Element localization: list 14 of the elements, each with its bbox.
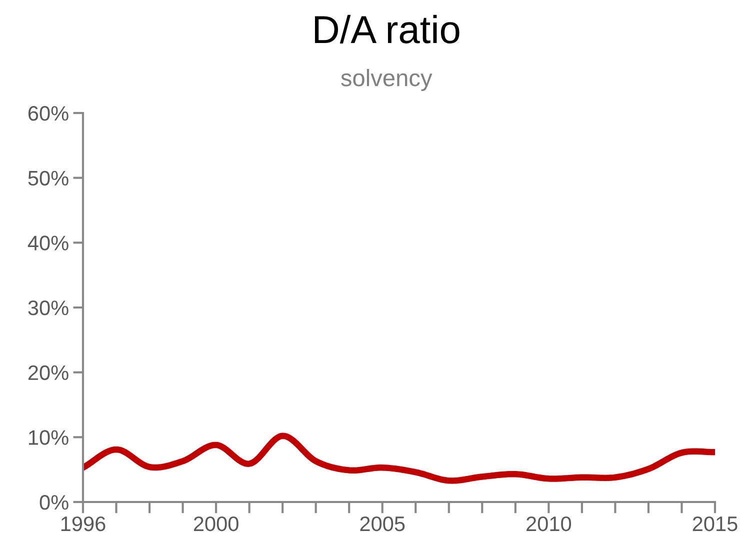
x-tick-label: 1996 bbox=[61, 516, 106, 532]
x-tick-label: 2015 bbox=[692, 516, 738, 532]
y-tick-label: 60% bbox=[28, 106, 68, 121]
x-tick-label: 2005 bbox=[360, 516, 405, 532]
y-tick-label: 40% bbox=[28, 236, 68, 250]
y-tick-label: 30% bbox=[28, 300, 68, 316]
chart-subtitle: solvency bbox=[341, 68, 432, 92]
chart-title: D/A ratio bbox=[314, 14, 460, 44]
y-tick-label: 20% bbox=[28, 365, 68, 380]
x-tick-label: 2010 bbox=[526, 516, 572, 532]
y-tick-label: 10% bbox=[29, 430, 68, 445]
x-tick-label: 2000 bbox=[194, 516, 238, 532]
y-tick-label: 50% bbox=[28, 170, 68, 186]
y-tick-label: 0% bbox=[40, 495, 68, 510]
